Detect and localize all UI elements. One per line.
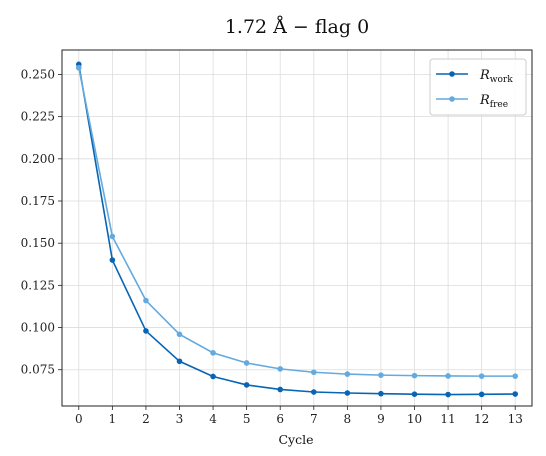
data-point-work bbox=[109, 257, 116, 263]
data-point-free bbox=[243, 360, 250, 366]
series-line-work bbox=[77, 64, 516, 396]
data-point-free bbox=[210, 350, 216, 356]
x-tick-label: 1 bbox=[109, 412, 117, 426]
x-tick-label: 12 bbox=[474, 412, 489, 426]
data-point-work bbox=[143, 328, 149, 334]
data-point-work bbox=[310, 389, 317, 395]
legend-label: Rfree bbox=[479, 93, 508, 110]
x-tick-label: 11 bbox=[440, 412, 455, 426]
data-point-work bbox=[445, 391, 451, 398]
data-point-free bbox=[109, 233, 116, 240]
legend-label-main: R bbox=[479, 93, 490, 108]
data-point-free bbox=[378, 372, 384, 378]
legend-label-subscript: work bbox=[490, 75, 513, 85]
x-tick-label: 6 bbox=[276, 412, 284, 426]
data-point-work bbox=[378, 390, 384, 397]
series-work bbox=[75, 61, 519, 398]
x-tick-label: 0 bbox=[75, 412, 83, 426]
y-tick-label: 0.175 bbox=[21, 194, 55, 208]
data-point-free bbox=[445, 373, 451, 379]
data-point-free bbox=[176, 331, 183, 338]
data-point-free bbox=[310, 369, 317, 376]
legend-label: Rwork bbox=[479, 68, 513, 85]
x-tick-label: 7 bbox=[310, 412, 318, 426]
data-point-free bbox=[344, 371, 351, 377]
y-tick-label: 0.200 bbox=[21, 152, 55, 166]
x-tick-label: 5 bbox=[243, 412, 251, 426]
plot-frame bbox=[61, 49, 533, 407]
series-layer bbox=[75, 61, 519, 398]
x-tick-label: 2 bbox=[142, 412, 150, 426]
data-point-work bbox=[243, 382, 250, 388]
y-tick-label: 0.100 bbox=[21, 321, 55, 335]
chart-title: 1.72 Å − flag 0 bbox=[225, 16, 369, 38]
legend-label-main: R bbox=[479, 68, 490, 83]
legend-label-subscript: free bbox=[490, 100, 508, 110]
x-tick-label: 4 bbox=[209, 412, 217, 426]
x-tick-label: 3 bbox=[176, 412, 184, 426]
data-point-work bbox=[512, 391, 519, 397]
series-line-free bbox=[78, 67, 516, 377]
data-point-free bbox=[75, 64, 82, 71]
legend-box bbox=[429, 58, 527, 116]
legend-marker bbox=[449, 96, 455, 102]
data-point-work bbox=[478, 391, 485, 398]
data-point-work bbox=[176, 358, 183, 365]
data-point-free bbox=[143, 297, 149, 304]
y-tick-label: 0.150 bbox=[21, 236, 55, 250]
data-point-work bbox=[277, 386, 284, 393]
axes: 0 1 2 3 4 5 6 7 8 9 10 11 12 130.0750.1000.1250.1500.… bbox=[21, 67, 523, 426]
data-point-free bbox=[411, 372, 418, 379]
data-point-work bbox=[344, 390, 351, 396]
data-point-free bbox=[478, 373, 485, 379]
y-tick-label: 0.250 bbox=[21, 67, 55, 81]
x-tick-label: 9 bbox=[377, 412, 385, 426]
x-tick-label: 8 bbox=[344, 412, 352, 426]
x-tick-label: 10 bbox=[407, 412, 422, 426]
data-point-free bbox=[512, 373, 519, 379]
data-point-work bbox=[210, 373, 216, 380]
y-tick-label: 0.125 bbox=[21, 278, 55, 292]
x-axis-label: Cycle bbox=[278, 432, 313, 447]
series-free bbox=[75, 64, 519, 379]
y-tick-label: 0.225 bbox=[21, 110, 55, 124]
data-point-free bbox=[277, 366, 284, 372]
x-tick-label: 13 bbox=[508, 412, 523, 426]
data-point-work bbox=[411, 391, 418, 397]
y-tick-label: 0.075 bbox=[21, 363, 55, 377]
legend-marker bbox=[449, 71, 455, 77]
